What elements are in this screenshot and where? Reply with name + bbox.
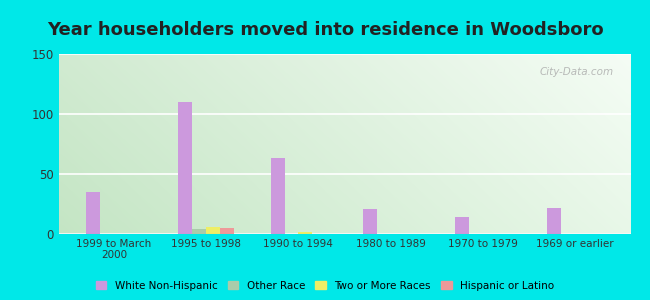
Bar <box>192 229 206 234</box>
Text: Year householders moved into residence in Woodsboro: Year householders moved into residence i… <box>47 21 603 39</box>
Bar <box>86 192 100 234</box>
Bar <box>298 232 312 234</box>
Bar <box>270 158 285 234</box>
Bar <box>455 217 469 234</box>
Bar <box>363 209 377 234</box>
Bar <box>179 102 192 234</box>
Bar <box>206 227 220 234</box>
Bar <box>547 208 562 234</box>
Bar <box>220 228 234 234</box>
Legend: White Non-Hispanic, Other Race, Two or More Races, Hispanic or Latino: White Non-Hispanic, Other Race, Two or M… <box>92 277 558 295</box>
Text: City-Data.com: City-Data.com <box>540 67 614 76</box>
